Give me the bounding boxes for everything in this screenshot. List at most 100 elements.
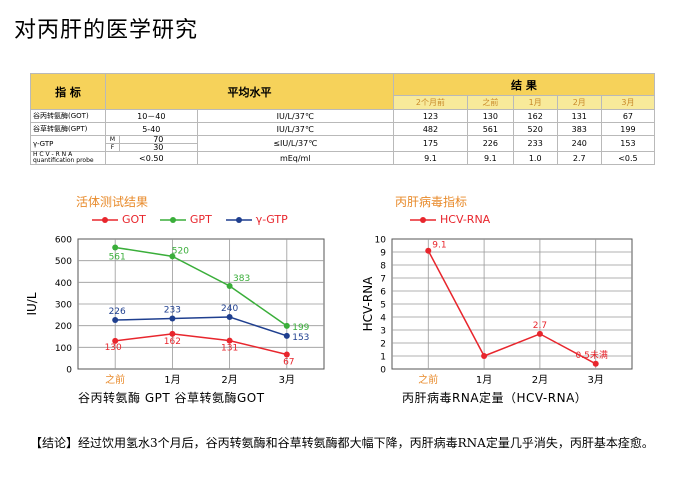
period-header: 2月 [556, 95, 602, 110]
data-label: 199 [292, 323, 309, 333]
y-tick-label: 0 [380, 366, 386, 376]
y-tick-label: 10 [375, 236, 387, 246]
series-line-1 [115, 246, 288, 327]
page-title: 对丙肝的医学研究 [14, 18, 199, 43]
row-name: H C V - R N A quantification probe [30, 151, 106, 165]
table-row: 谷丙转氨酶(GOT) 10－40 IU/L/37℃ 123 130 162 13… [30, 109, 656, 123]
period-header: 1月 [512, 95, 558, 110]
data-label: 233 [164, 306, 181, 316]
x-tick-label: 2月 [532, 374, 548, 386]
row-range: 10－40 [105, 109, 198, 123]
row-range: 30 [119, 143, 198, 152]
data-point [169, 330, 176, 337]
row-range: <0.50 [105, 151, 198, 165]
x-tick-label: 1月 [164, 374, 180, 386]
data-label: 130 [105, 343, 122, 353]
data-label: 561 [109, 252, 126, 262]
y-tick-label: 8 [380, 262, 386, 272]
legend-swatch-ggtp [225, 216, 252, 223]
row-name-main: H C V - R N A [33, 151, 73, 158]
row-value: <0.5 [600, 151, 656, 165]
legend-swatch-hcv [410, 216, 436, 223]
data-point [226, 283, 233, 290]
chart1-caption: 谷丙转氨酶 GPT 谷草转氨酶GOT [78, 391, 265, 405]
y-tick-label: 1 [380, 353, 386, 363]
legend-label-got: GOT [122, 213, 146, 226]
row-value: 1.0 [512, 151, 558, 165]
y-tick-label: 5 [380, 301, 386, 311]
legend-label-ggtp: γ-GTP [255, 213, 288, 226]
table-row: 谷草转氨酶(GPT) 5-40 IU/L/37℃ 482 561 520 383… [30, 122, 656, 136]
row-unit: IU/L/37℃ [196, 122, 394, 136]
results-table: 指 标 平均水平 结 果 2个月前 之前 1月 2月 3月 谷丙转氨酶(GOT)… [30, 73, 656, 165]
data-point [169, 315, 176, 322]
row-value: 9.1 [392, 151, 469, 165]
y-tick-label: 500 [55, 257, 72, 267]
data-point [112, 244, 119, 251]
period-header: 之前 [467, 95, 514, 110]
y-tick-label: 100 [55, 344, 72, 354]
y-tick-label: 3 [380, 327, 386, 337]
row-name: 谷丙转氨酶(GOT) [30, 109, 106, 123]
header-results: 结 果 [392, 73, 656, 96]
row-unit: mEq/ml [196, 151, 394, 165]
row-unit: ≤IU/L/37℃ [196, 135, 394, 152]
row-value: 482 [392, 122, 469, 136]
row-range: 5-40 [105, 122, 198, 136]
data-point [226, 314, 233, 320]
x-tick-label: 3月 [588, 374, 604, 386]
x-tick-label: 之前 [418, 373, 438, 386]
row-value: 131 [556, 109, 602, 123]
row-value: 67 [600, 109, 656, 123]
data-label: 9.1 [432, 241, 446, 251]
row-value: 130 [467, 109, 514, 123]
row-value: 199 [600, 122, 656, 136]
data-point [169, 253, 176, 260]
row-value: 153 [600, 135, 656, 152]
chart1-legend: GOT GPT γ-GTP [92, 213, 302, 226]
row-value: 233 [512, 135, 558, 152]
x-tick-label: 1月 [476, 374, 492, 386]
y-tick-label: 2 [380, 340, 386, 350]
series-line-2 [115, 316, 288, 337]
data-label: 383 [233, 274, 250, 284]
row-value: 2.7 [556, 151, 602, 165]
row-unit: IU/L/37℃ [196, 109, 394, 123]
chart2-plot: 0 1 2 3 4 5 6 7 8 9 10 之前 1月 2月 3月 HCV-RNA 9.1 2.7 0.5未满 [361, 236, 633, 386]
header-average: 平均水平 [105, 73, 394, 110]
y-tick-label: 200 [55, 322, 72, 332]
data-label: 240 [221, 304, 238, 314]
data-point [112, 337, 119, 344]
sex-f: F [105, 143, 120, 152]
legend-item-ggtp: γ-GTP [225, 213, 288, 226]
row-value: 226 [467, 135, 514, 152]
y-tick-label: 0 [66, 366, 72, 376]
data-point [283, 322, 290, 329]
chart2-title: 丙肝病毒指标 [395, 195, 468, 209]
legend-item-got: GOT [92, 213, 146, 226]
row-value: 240 [556, 135, 602, 152]
row-value: 162 [512, 109, 558, 123]
data-point [283, 351, 290, 358]
table-row: F 30 [31, 143, 655, 152]
data-label: 153 [292, 333, 309, 343]
row-name-sub: quantification probe [33, 157, 94, 164]
row-value: 520 [512, 122, 558, 136]
chart2-legend: HCV-RNA [410, 213, 504, 226]
series-line-0 [427, 250, 597, 365]
y-axis-label: IU/L [25, 292, 39, 315]
data-label: 2.7 [533, 321, 547, 331]
data-label: 131 [221, 344, 238, 354]
data-label: 0.5未满 [576, 349, 608, 361]
data-point [592, 360, 599, 367]
row-value: 561 [467, 122, 514, 136]
legend-item-gpt: GPT [159, 213, 212, 226]
row-value: 383 [556, 122, 602, 136]
legend-label-hcv: HCV-RNA [440, 213, 491, 226]
row-value: 175 [392, 135, 469, 152]
data-label: 520 [172, 246, 189, 256]
y-tick-label: 7 [380, 275, 386, 285]
y-tick-label: 600 [55, 236, 72, 246]
data-point [425, 247, 432, 254]
data-point [481, 353, 488, 359]
